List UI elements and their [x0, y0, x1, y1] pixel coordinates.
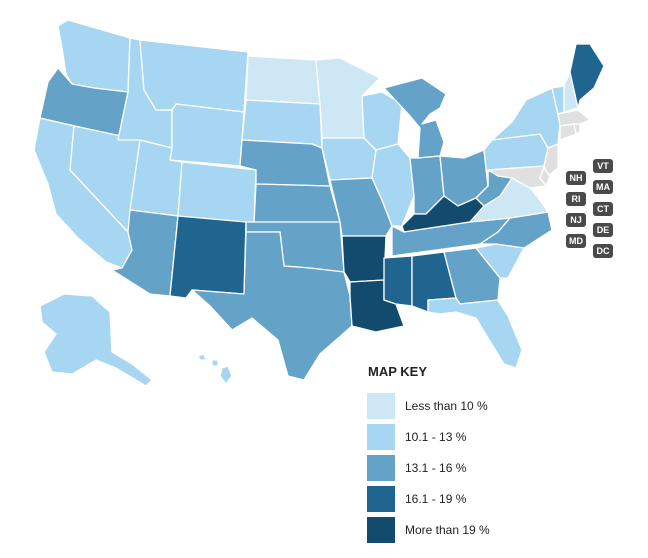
state-mt[interactable] [139, 39, 249, 113]
state-tag-vt[interactable]: VT [593, 159, 613, 173]
state-md[interactable] [487, 165, 547, 189]
state-tag-background [593, 223, 613, 237]
state-tag-background [593, 159, 613, 173]
legend-label: 16.1 - 19 % [405, 492, 467, 506]
state-sc[interactable] [475, 243, 525, 279]
state-co[interactable] [177, 161, 257, 225]
state-tag-nh[interactable]: NH [566, 171, 586, 185]
legend-label: Less than 10 % [405, 399, 488, 413]
state-tag-label: MA [596, 182, 610, 192]
state-tag-ma[interactable]: MA [593, 180, 613, 194]
legend-title: MAP KEY [368, 364, 427, 379]
state-nm[interactable] [169, 215, 247, 299]
legend-item: More than 19 % [367, 517, 567, 543]
state-tag-background [593, 244, 613, 258]
state-tag-dc[interactable]: DC [593, 244, 613, 258]
state-nc[interactable] [479, 211, 553, 249]
state-wy[interactable] [169, 103, 245, 167]
legend-swatch [367, 455, 395, 481]
legend-label: 13.1 - 16 % [405, 461, 467, 475]
legend-swatch [367, 517, 395, 543]
state-tag-label: CT [597, 204, 609, 214]
state-tag-label: VT [597, 161, 609, 171]
state-tag-background [593, 180, 613, 194]
state-tag-label: RI [572, 194, 581, 204]
state-ms[interactable] [383, 255, 413, 307]
state-tag-background [593, 202, 613, 216]
map-legend: MAP KEY Less than 10 % 10.1 - 13 % 13.1 … [367, 364, 567, 548]
state-ks[interactable] [253, 183, 341, 225]
state-ia[interactable] [321, 137, 377, 181]
legend-label: More than 19 % [405, 523, 490, 537]
state-tag-background [566, 192, 586, 206]
state-nd[interactable] [245, 55, 321, 105]
state-ar[interactable] [341, 235, 387, 283]
legend-item: Less than 10 % [367, 393, 567, 419]
state-tag-nj[interactable]: NJ [566, 213, 586, 227]
state-tag-md[interactable]: MD [566, 234, 586, 248]
legend-swatch [367, 486, 395, 512]
state-ak[interactable] [39, 293, 153, 387]
state-mi[interactable] [383, 77, 447, 159]
legend-label: 10.1 - 13 % [405, 430, 467, 444]
state-me[interactable] [569, 43, 605, 109]
state-tag-ct[interactable]: CT [593, 202, 613, 216]
legend-swatch [367, 393, 395, 419]
state-hi[interactable] [197, 353, 233, 385]
state-ct[interactable] [559, 123, 577, 141]
state-tag-label: DE [597, 225, 610, 235]
state-tag-de[interactable]: DE [593, 223, 613, 237]
legend-swatch [367, 424, 395, 450]
legend-item: 13.1 - 16 % [367, 455, 567, 481]
state-tx[interactable] [191, 231, 353, 381]
legend-item: 16.1 - 19 % [367, 486, 567, 512]
state-nj[interactable] [543, 143, 559, 177]
state-tag-label: MD [569, 236, 583, 246]
state-tag-background [566, 171, 586, 185]
state-tag-ri[interactable]: RI [566, 192, 586, 206]
state-tag-label: DC [597, 246, 610, 256]
state-fl[interactable] [427, 297, 523, 369]
state-tag-label: NJ [570, 215, 582, 225]
state-tag-label: NH [570, 173, 583, 183]
state-tag-background [566, 213, 586, 227]
state-tag-background [566, 234, 586, 248]
legend-item: 10.1 - 13 % [367, 424, 567, 450]
state-ma[interactable] [557, 109, 591, 127]
